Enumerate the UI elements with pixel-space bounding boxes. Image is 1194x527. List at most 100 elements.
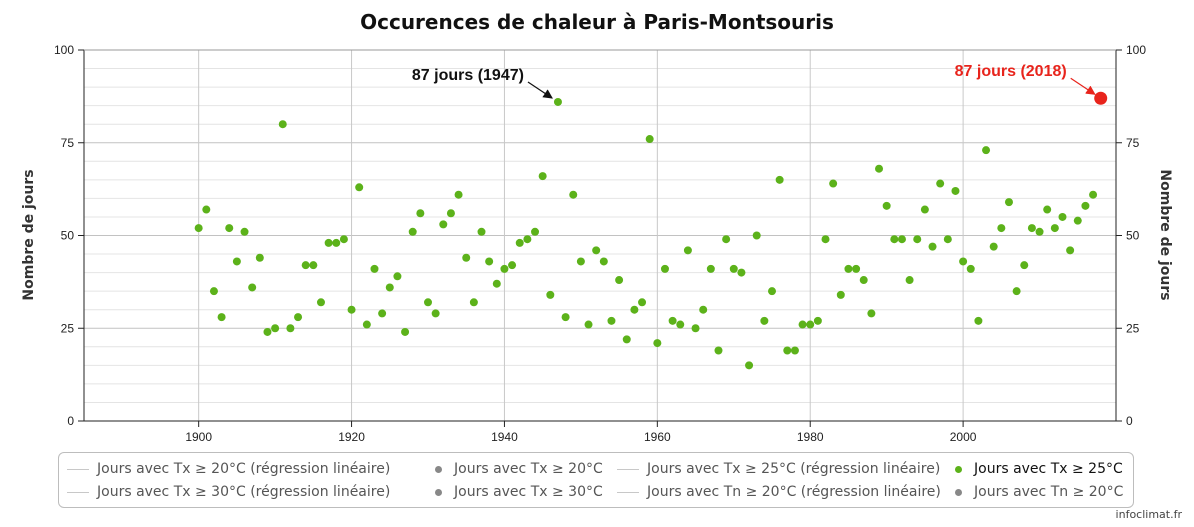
data-point[interactable]: [209, 287, 218, 296]
data-point[interactable]: [339, 235, 348, 244]
data-point[interactable]: [538, 172, 547, 181]
data-point[interactable]: [569, 190, 578, 199]
data-point[interactable]: [1020, 261, 1029, 270]
data-point[interactable]: [760, 316, 769, 325]
data-point[interactable]: [232, 257, 241, 266]
data-point[interactable]: [1012, 287, 1021, 296]
data-point[interactable]: [278, 120, 287, 129]
data-point[interactable]: [622, 335, 631, 344]
data-point[interactable]: [202, 205, 211, 214]
data-point[interactable]: [982, 146, 991, 155]
data-point[interactable]: [829, 179, 838, 188]
legend-item[interactable]: Jours avec Tx ≥ 25°C (régression linéair…: [617, 459, 940, 479]
data-point[interactable]: [225, 224, 234, 233]
data-point[interactable]: [355, 183, 364, 192]
data-point[interactable]: [1089, 190, 1098, 199]
data-point[interactable]: [424, 298, 432, 307]
data-point[interactable]: [867, 309, 876, 318]
data-point[interactable]: [706, 264, 715, 273]
data-point[interactable]: [362, 320, 371, 329]
data-point[interactable]: [1073, 216, 1082, 225]
data-point[interactable]: [989, 242, 998, 251]
data-point[interactable]: [332, 238, 341, 247]
data-point[interactable]: [439, 220, 448, 229]
data-point[interactable]: [240, 227, 249, 236]
data-point[interactable]: [913, 235, 922, 244]
data-point[interactable]: [347, 305, 356, 314]
data-point[interactable]: [920, 205, 929, 214]
legend-item[interactable]: Jours avec Tx ≥ 20°C: [429, 459, 603, 479]
data-point[interactable]: [316, 298, 325, 307]
data-point[interactable]: [722, 235, 731, 244]
data-point[interactable]: [745, 361, 754, 370]
data-point[interactable]: [523, 235, 532, 244]
legend-item[interactable]: Jours avec Tn ≥ 20°C (régression linéair…: [617, 482, 941, 502]
data-point[interactable]: [997, 224, 1006, 233]
data-point[interactable]: [599, 257, 608, 266]
data-point[interactable]: [852, 264, 861, 273]
data-point[interactable]: [286, 324, 295, 333]
data-point[interactable]: [638, 298, 647, 307]
data-point[interactable]: [553, 97, 562, 106]
data-point[interactable]: [393, 272, 402, 281]
data-point[interactable]: [271, 324, 280, 333]
data-point[interactable]: [653, 339, 662, 348]
data-point[interactable]: [194, 224, 203, 233]
data-point[interactable]: [714, 346, 723, 355]
data-point[interactable]: [607, 316, 616, 325]
data-point[interactable]: [660, 264, 669, 273]
data-point[interactable]: [370, 264, 379, 273]
data-point[interactable]: [1027, 224, 1036, 233]
data-point[interactable]: [775, 175, 784, 184]
data-point[interactable]: [966, 264, 975, 273]
data-point[interactable]: [1043, 205, 1052, 214]
legend-item[interactable]: Jours avec Tx ≥ 30°C: [429, 482, 603, 502]
data-point[interactable]: [301, 261, 310, 270]
data-point[interactable]: [500, 264, 509, 273]
data-point[interactable]: [875, 164, 884, 173]
data-point[interactable]: [492, 279, 501, 288]
data-point[interactable]: [699, 305, 708, 314]
data-point[interactable]: [309, 261, 318, 270]
data-point[interactable]: [592, 246, 601, 255]
data-point[interactable]: [783, 346, 792, 355]
data-point[interactable]: [844, 264, 853, 273]
data-point[interactable]: [508, 261, 517, 270]
data-point[interactable]: [446, 209, 455, 218]
data-point[interactable]: [959, 257, 968, 266]
data-point[interactable]: [905, 276, 914, 285]
data-point[interactable]: [798, 320, 807, 329]
data-point[interactable]: [768, 287, 776, 296]
data-point[interactable]: [469, 298, 478, 307]
data-point[interactable]: [1004, 198, 1013, 207]
data-point[interactable]: [416, 209, 425, 218]
data-point[interactable]: [859, 276, 868, 285]
data-point[interactable]: [821, 235, 830, 244]
data-point[interactable]: [1050, 224, 1059, 233]
data-point[interactable]: [1066, 246, 1075, 255]
data-point[interactable]: [1058, 212, 1067, 221]
data-point[interactable]: [584, 320, 593, 329]
data-point[interactable]: [294, 313, 303, 322]
legend-item[interactable]: Jours avec Tx ≥ 20°C (régression linéair…: [67, 459, 390, 479]
data-point-2018[interactable]: [1094, 91, 1108, 105]
data-point[interactable]: [882, 201, 891, 210]
data-point[interactable]: [1035, 227, 1044, 236]
data-point[interactable]: [668, 316, 677, 325]
data-point[interactable]: [263, 327, 272, 336]
data-point[interactable]: [385, 283, 394, 292]
data-point[interactable]: [806, 320, 815, 329]
data-point[interactable]: [615, 276, 624, 285]
legend-item[interactable]: Jours avec Tn ≥ 20°C: [949, 482, 1123, 502]
data-point[interactable]: [561, 313, 570, 322]
data-point[interactable]: [928, 242, 937, 251]
legend-item[interactable]: Jours avec Tx ≥ 25°C: [949, 459, 1123, 479]
data-point[interactable]: [974, 316, 983, 325]
data-point[interactable]: [729, 264, 738, 273]
data-point[interactable]: [401, 327, 410, 336]
data-point[interactable]: [1081, 201, 1090, 210]
data-point[interactable]: [431, 309, 440, 318]
data-point[interactable]: [454, 190, 463, 199]
data-point[interactable]: [790, 346, 799, 355]
data-point[interactable]: [576, 257, 585, 266]
